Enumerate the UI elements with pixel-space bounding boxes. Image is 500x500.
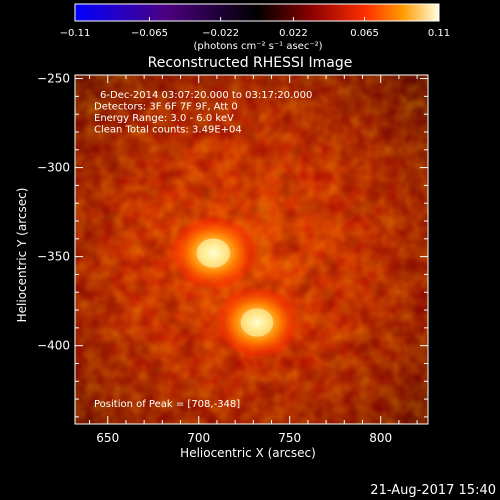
- colorbar-tick-label: 0.11: [428, 28, 450, 39]
- source-core-1: [196, 238, 231, 268]
- colorbar: [74, 3, 440, 22]
- colorbar-ticks: −0.11 −0.065 −0.022 0.022 0.065 0.11: [60, 17, 450, 39]
- colorbar-tick-label: 0.065: [350, 28, 379, 39]
- info-line: 6-Dec-2014 03:07:20.000 to 03:17:20.000: [100, 90, 312, 101]
- info-line: Clean Total counts: 3.49E+04: [94, 125, 242, 136]
- x-axis: 650 700 750 800: [89, 75, 418, 445]
- source-core-2: [240, 308, 274, 337]
- y-tick-label: −400: [37, 339, 70, 353]
- x-tick-label: 800: [369, 431, 392, 445]
- x-axis-label: Heliocentric X (arcsec): [180, 446, 316, 460]
- peak-position-label: Position of Peak = [708,-348]: [94, 399, 240, 410]
- chart-title: Reconstructed RHESSI Image: [148, 55, 353, 71]
- info-text: 6-Dec-2014 03:07:20.000 to 03:17:20.000D…: [94, 90, 312, 136]
- y-tick-label: −350: [37, 250, 70, 264]
- colorbar-tick-label: −0.11: [60, 28, 91, 39]
- x-tick-label: 700: [187, 431, 210, 445]
- y-tick-label: −300: [37, 161, 70, 175]
- colorbar-unit-label: (photons cm⁻² s⁻¹ asec⁻²): [193, 41, 322, 52]
- colorbar-tick-label: 0.022: [279, 28, 308, 39]
- colorbar-tick-label: −0.022: [202, 28, 239, 39]
- heatmap-image: [75, 75, 428, 424]
- info-line: Energy Range: 3.0 - 6.0 keV: [94, 113, 234, 124]
- y-axis: −250 −300 −350 −400: [37, 72, 428, 418]
- x-tick-label: 650: [96, 431, 119, 445]
- timestamp: 21-Aug-2017 15:40: [370, 483, 496, 498]
- y-tick-label: −250: [37, 72, 70, 86]
- colorbar-tick-label: −0.065: [131, 28, 168, 39]
- y-axis-label: Heliocentric Y (arcsec): [15, 188, 29, 323]
- info-line: Detectors: 3F 6F 7F 9F, Att 0: [94, 102, 238, 113]
- plot-frame: [74, 74, 429, 425]
- x-tick-label: 750: [278, 431, 301, 445]
